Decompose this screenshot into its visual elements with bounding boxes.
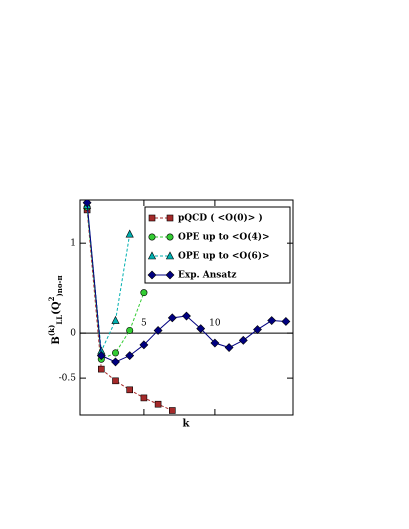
- marker: [154, 400, 162, 408]
- marker: [126, 386, 133, 394]
- marker: [224, 343, 234, 352]
- marker: [165, 251, 175, 260]
- marker: [96, 351, 106, 361]
- legend-label: Exp. Ansatz: [178, 271, 236, 281]
- marker: [82, 200, 92, 208]
- x-tick-label: 10: [209, 319, 221, 329]
- marker: [112, 349, 120, 357]
- marker: [148, 214, 156, 222]
- marker: [112, 377, 119, 385]
- series-layer: [82, 200, 291, 414]
- y-tick-label: -0.5: [59, 374, 77, 384]
- legend: pQCD ( <O(0)> ) OPE up to <O(4)> OPE up to…: [144, 206, 291, 284]
- marker: [147, 251, 157, 260]
- marker: [165, 270, 175, 280]
- marker: [125, 229, 134, 238]
- marker: [147, 270, 157, 280]
- y-label-part: (Q: [51, 301, 62, 315]
- y-tick-label: 0: [70, 329, 76, 339]
- marker: [281, 317, 291, 326]
- legend-label: OPE up to <O(6)>: [178, 251, 270, 262]
- x-axis-label: k: [183, 419, 191, 430]
- marker: [139, 340, 149, 350]
- plot-frame: [79, 199, 294, 416]
- marker: [253, 325, 262, 334]
- marker: [126, 326, 134, 334]
- marker: [267, 316, 277, 325]
- marker: [166, 233, 174, 241]
- y-tick-label: 1: [70, 239, 76, 249]
- marker: [210, 338, 220, 348]
- marker: [140, 289, 148, 297]
- legend-label: OPE up to <O(4)>: [178, 232, 270, 243]
- marker: [196, 324, 206, 334]
- y-label-part: ): [55, 293, 64, 296]
- marker: [238, 335, 248, 345]
- legend-label: pQCD ( <O(0)> ): [178, 213, 263, 224]
- x-tick-label: 5: [141, 319, 147, 329]
- y-label-part: LL: [55, 315, 64, 325]
- y-label-part: no-π: [55, 275, 64, 293]
- marker: [167, 313, 177, 323]
- series-line: [86, 207, 145, 360]
- marker: [140, 394, 148, 402]
- y-axis-label: B(k)LL(Q2)no-π: [47, 275, 64, 344]
- y-label-part: (k): [47, 325, 56, 336]
- marker: [111, 357, 120, 367]
- marker: [125, 351, 135, 361]
- marker: [182, 311, 191, 321]
- y-label-part: B: [51, 336, 62, 344]
- marker: [169, 407, 176, 414]
- marker: [166, 214, 174, 222]
- marker: [153, 326, 163, 335]
- y-label-part: 2: [47, 296, 56, 301]
- marker: [148, 233, 156, 241]
- marker: [111, 315, 120, 324]
- marker: [98, 365, 105, 373]
